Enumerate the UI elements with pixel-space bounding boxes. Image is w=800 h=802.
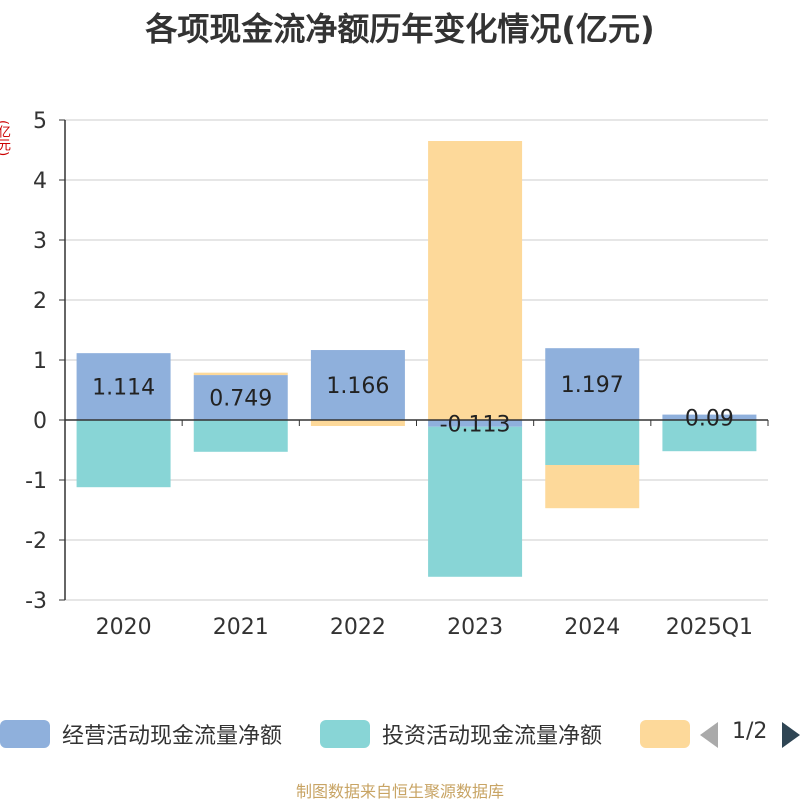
x-tick-label: 2024 bbox=[564, 615, 620, 640]
data-label: 1.197 bbox=[561, 373, 624, 398]
legend-swatch-investing bbox=[320, 720, 370, 748]
chart-title: 各项现金流净额历年变化情况(亿元) bbox=[145, 10, 655, 48]
x-tick-label: 2020 bbox=[96, 615, 152, 640]
y-tick-label: 1 bbox=[33, 349, 47, 374]
bar-series2-2024 bbox=[545, 420, 640, 465]
bar-series1-2025Q1 bbox=[662, 414, 757, 420]
bar-series2-2023 bbox=[428, 426, 523, 577]
y-tick-label: -3 bbox=[25, 589, 47, 614]
legend: 经营活动现金流量净额 投资活动现金流量净额 1/2 bbox=[0, 716, 800, 752]
legend-prev-page-icon[interactable] bbox=[700, 722, 718, 748]
x-tick-label: 2023 bbox=[447, 615, 503, 640]
legend-swatch-third bbox=[640, 720, 690, 748]
y-tick-label: 5 bbox=[33, 109, 47, 134]
legend-page-indicator: 1/2 bbox=[732, 719, 768, 744]
y-tick-label: 0 bbox=[33, 409, 47, 434]
bar-series1-2023 bbox=[428, 420, 523, 427]
y-tick-label: -1 bbox=[25, 469, 47, 494]
legend-item-third[interactable] bbox=[640, 716, 690, 752]
y-tick-label: 3 bbox=[33, 229, 47, 254]
bar-series3-2023 bbox=[428, 141, 523, 420]
x-tick-label: 2022 bbox=[330, 615, 386, 640]
bar-series3-2024 bbox=[545, 465, 640, 509]
x-tick-label: 2025Q1 bbox=[666, 615, 753, 640]
bar-series1-2024 bbox=[545, 348, 640, 420]
data-label: 1.114 bbox=[92, 376, 155, 401]
data-source-note: 制图数据来自恒生聚源数据库 bbox=[295, 782, 504, 801]
legend-swatch-operating bbox=[0, 720, 50, 748]
bar-series3-2021 bbox=[193, 372, 288, 376]
legend-item-operating[interactable]: 经营活动现金流量净额 bbox=[0, 716, 282, 752]
bar-series1-2022 bbox=[310, 350, 405, 420]
bar-series2-2025Q1 bbox=[662, 420, 757, 452]
y-tick-label: 4 bbox=[33, 169, 47, 194]
x-tick-label: 2021 bbox=[213, 615, 269, 640]
bar-series2-2020 bbox=[76, 420, 171, 488]
bar-chart: -3 -2 -1 0 1 2 3 4 5 1.114 0.749 1.166 -0.113 1.197 0.… bbox=[25, 109, 769, 640]
bar-series2-2021 bbox=[193, 420, 288, 452]
bar-series1-2020 bbox=[76, 353, 171, 420]
legend-label-operating: 经营活动现金流量净额 bbox=[62, 724, 283, 749]
y-tick-label: -2 bbox=[25, 529, 47, 554]
legend-label-investing: 投资活动现金流量净额 bbox=[382, 724, 603, 749]
data-label: -0.113 bbox=[440, 412, 511, 437]
legend-next-page-icon[interactable] bbox=[782, 722, 800, 748]
bar-series3-2022 bbox=[310, 420, 405, 426]
y-tick-label: 2 bbox=[33, 289, 47, 314]
legend-item-investing[interactable]: 投资活动现金流量净额 bbox=[320, 716, 602, 752]
data-label: 1.166 bbox=[326, 374, 389, 399]
data-label: 0.749 bbox=[209, 387, 272, 412]
data-label: 0.09 bbox=[685, 406, 734, 431]
bar-series1-2021 bbox=[193, 375, 288, 420]
y-axis-unit-label: (亿元) bbox=[0, 120, 10, 157]
